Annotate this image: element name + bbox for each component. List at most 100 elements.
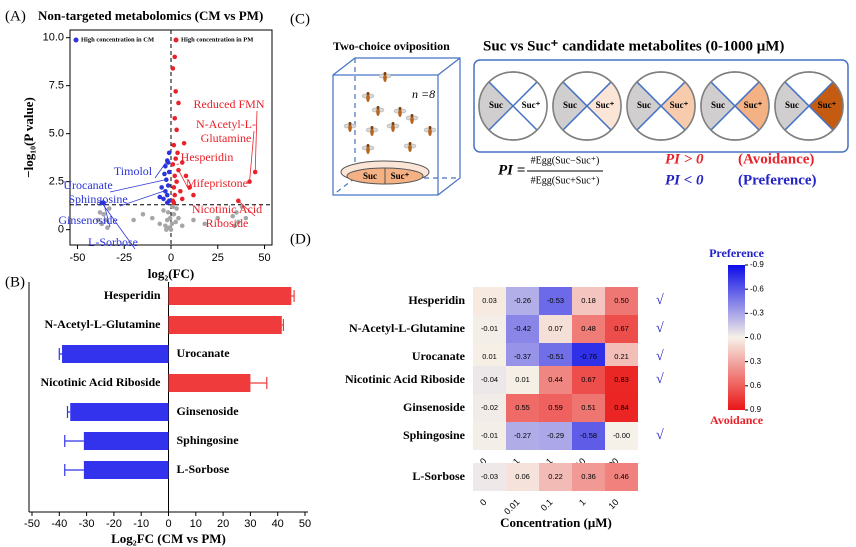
- fly-body: [370, 128, 374, 136]
- point: [99, 221, 105, 227]
- panel-c: (C) Two-choice oviposition Suc Suc⁺ n =8…: [290, 11, 849, 196]
- legend-marker: [173, 37, 179, 43]
- quadrant-lines: [784, 81, 834, 131]
- cell: [506, 394, 539, 422]
- point: [173, 89, 178, 94]
- point: [183, 173, 189, 179]
- row-label: Ginsenoside: [403, 400, 466, 414]
- cell-label: 0.83: [614, 375, 629, 384]
- cell-label: -0.58: [580, 431, 597, 440]
- colorbar-tick-label: -0.6: [750, 284, 764, 293]
- point: [166, 169, 172, 175]
- annotation: Nicotinic Acid: [192, 202, 262, 216]
- point: [168, 227, 174, 232]
- cell: [572, 394, 605, 422]
- n-label: n =8: [412, 87, 435, 101]
- cell: [605, 463, 638, 491]
- rule-meaning: (Avoidance): [738, 151, 814, 167]
- colorbar-tick-label: 0.0: [750, 333, 762, 342]
- chart-title: Non-targeted metabolomics (CM vs PM): [38, 8, 263, 23]
- cell-label: 0.59: [548, 403, 563, 412]
- x-tick-label: 50: [299, 518, 311, 530]
- y-tick-label: 2.5: [49, 176, 64, 188]
- cell-label: 0.03: [482, 296, 497, 305]
- cell-label: 0.48: [581, 324, 596, 333]
- cell-label: -0.03: [481, 472, 498, 481]
- x-axis-label: Log₂FC (CM vs PM): [111, 531, 226, 546]
- flies: [343, 72, 437, 154]
- annotation: L-Sorbose: [88, 235, 138, 249]
- suc-quadrant: [701, 81, 735, 131]
- point: [179, 196, 185, 202]
- point: [157, 221, 163, 227]
- x-tick-label: 20: [217, 518, 229, 530]
- x-tick-label: -50: [24, 518, 40, 530]
- x-tick-label: 40: [272, 518, 284, 530]
- colorbar-tick-label: 0.6: [750, 381, 762, 390]
- column-label: 10: [606, 497, 620, 511]
- fly-body: [410, 116, 414, 124]
- column-label: 1: [577, 497, 588, 508]
- y-tick-label: 7.5: [49, 80, 64, 92]
- cell: [473, 366, 506, 394]
- annotation: Hesperidin: [181, 150, 234, 164]
- point: [161, 208, 166, 213]
- cell-label: 0.67: [614, 324, 629, 333]
- suc-quadrant: [478, 81, 513, 131]
- check-mark: √: [656, 372, 664, 387]
- fly-head: [391, 122, 395, 125]
- sucplus-quadrant: [513, 81, 547, 131]
- point: [164, 177, 169, 183]
- cell: [539, 394, 572, 422]
- point: [97, 210, 103, 215]
- quadrant-label: Suc: [711, 100, 725, 110]
- bar: [62, 345, 169, 363]
- annotation: Glutamine: [201, 131, 252, 145]
- cell: [605, 315, 638, 343]
- point: [163, 188, 168, 194]
- point: [173, 219, 178, 225]
- cell-label: 0.50: [614, 296, 629, 305]
- quadrant-label: Suc: [785, 100, 799, 110]
- cell-label: 0.67: [581, 375, 596, 384]
- error-bar: [281, 319, 285, 331]
- point: [174, 206, 179, 211]
- formula-numerator: #Egg(Suc−Suc⁺): [531, 155, 600, 166]
- cell-label: -0.27: [514, 431, 531, 440]
- cell-label: 0.21: [614, 352, 629, 361]
- annotation: Riboside: [206, 216, 249, 230]
- point: [101, 211, 106, 217]
- point: [172, 173, 178, 179]
- cell: [473, 394, 506, 422]
- fly-head: [428, 126, 432, 129]
- sucplus-quadrant: [809, 81, 843, 131]
- y-tick-label: 0: [58, 224, 64, 236]
- colorbar-tick-label: -0.9: [750, 260, 764, 269]
- colorbar-tick-label: 0.3: [750, 357, 762, 366]
- point: [174, 127, 179, 133]
- dish-outline: [478, 71, 548, 141]
- annotation: Ginsenoside: [58, 213, 117, 227]
- colorbar: [728, 265, 745, 410]
- sucplus-quadrant: [587, 81, 621, 131]
- cell: [572, 287, 605, 315]
- point: [149, 215, 155, 221]
- point: [165, 183, 171, 188]
- cage-edges: [332, 57, 461, 196]
- point: [103, 217, 108, 223]
- cell: [572, 422, 605, 450]
- x-tick-label: -25: [116, 252, 132, 264]
- category-label: Sphingosine: [177, 433, 240, 447]
- category-label: Nicotinic Acid Riboside: [40, 375, 161, 389]
- point: [140, 211, 146, 217]
- fly-body: [366, 94, 370, 102]
- annotation: Reduced FMN: [194, 97, 265, 111]
- y-axis-label: −log₁₀(P value): [21, 97, 36, 178]
- error-bar: [250, 377, 268, 389]
- sucplus-quadrant: [661, 81, 695, 131]
- point: [170, 204, 176, 209]
- rule-meaning: (Preference): [738, 172, 817, 188]
- cell-label: -0.29: [547, 431, 564, 440]
- bar: [83, 461, 169, 479]
